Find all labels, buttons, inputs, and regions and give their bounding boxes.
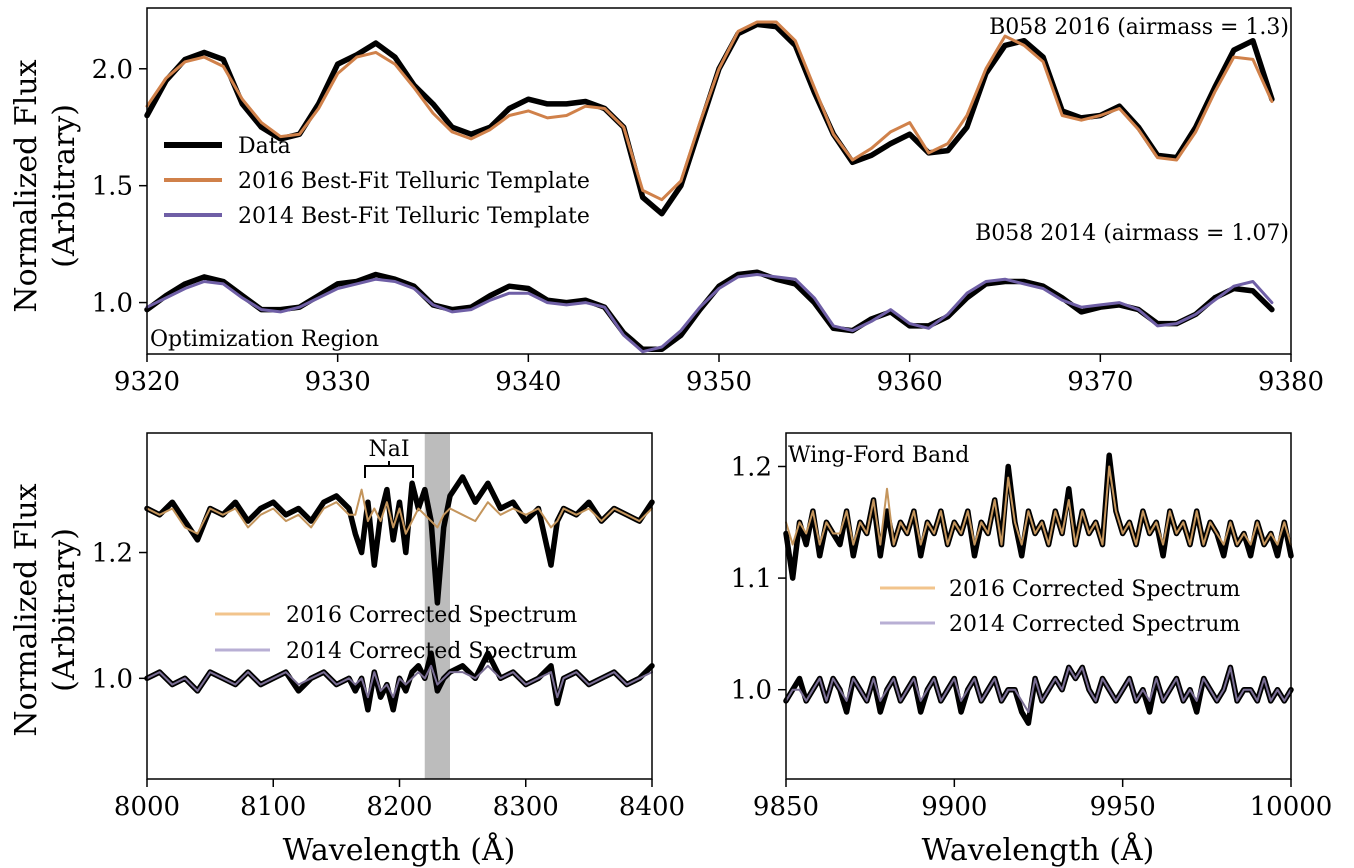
top-ticks: 9320 9330 9340 9350 9360 9370 9380 1.0 1.5 2.0 bbox=[92, 55, 1324, 397]
top-ytick-label-1.5: 1.5 bbox=[92, 172, 133, 202]
top-ylabel-line2: (Arbitrary) bbox=[47, 104, 82, 268]
top-series-lines bbox=[144, 20, 1275, 354]
bl-xtick-label-8400: 8400 bbox=[619, 792, 685, 822]
top-series-template-2016 bbox=[145, 20, 1274, 202]
bl-legend: 2016 Corrected Spectrum 2014 Corrected S… bbox=[215, 603, 577, 664]
bl-ylabel-line2: (Arbitrary) bbox=[47, 528, 82, 692]
br-xlabel: Wavelength (Å) bbox=[922, 832, 1155, 868]
bl-xtick-label-8200: 8200 bbox=[366, 792, 432, 822]
top-annot-2014: B058 2014 (airmass = 1.07) bbox=[975, 221, 1289, 246]
br-legend-label-2014: 2014 Corrected Spectrum bbox=[949, 612, 1240, 637]
br-series-corrected-2016 bbox=[785, 465, 1292, 546]
bl-ytick-label-1.2: 1.2 bbox=[92, 539, 133, 569]
br-legend: 2016 Corrected Spectrum 2014 Corrected S… bbox=[880, 577, 1240, 637]
top-xtick-label-9320: 9320 bbox=[114, 367, 180, 397]
br-ytick-label-1.1: 1.1 bbox=[731, 564, 772, 594]
top-ytick-label-1.0: 1.0 bbox=[92, 289, 133, 319]
br-series-data-2016 bbox=[783, 452, 1294, 581]
bl-shade-band bbox=[424, 433, 450, 779]
top-panel: 9320 9330 9340 9350 9360 9370 9380 1.0 1.5 2.0 B0… bbox=[9, 7, 1324, 397]
bl-legend-label-2016: 2016 Corrected Spectrum bbox=[286, 603, 577, 628]
br-xtick-label-9950: 9950 bbox=[1090, 792, 1156, 822]
nai-label: NaI bbox=[368, 437, 409, 462]
br-series-lines bbox=[783, 452, 1294, 726]
bottom-left-panel: 8000 8100 8200 8300 8400 1.0 1.2 NaI 2016 Corr… bbox=[9, 432, 685, 868]
bl-series-corrected-2016 bbox=[146, 488, 653, 535]
br-ytick-label-1.0: 1.0 bbox=[731, 676, 772, 706]
top-xtick-label-9340: 9340 bbox=[495, 367, 561, 397]
top-series-template-2014 bbox=[145, 273, 1274, 354]
bl-legend-label-2014: 2014 Corrected Spectrum bbox=[286, 639, 577, 664]
top-xtick-label-9380: 9380 bbox=[1258, 367, 1324, 397]
bl-ticks: 8000 8100 8200 8300 8400 1.0 1.2 bbox=[92, 539, 685, 822]
top-ytick-label-2.0: 2.0 bbox=[92, 55, 133, 85]
bl-ytick-label-1.0: 1.0 bbox=[92, 664, 133, 694]
nai-bracket bbox=[364, 461, 414, 478]
bl-series-data-2016 bbox=[144, 474, 655, 606]
top-xtick-label-9350: 9350 bbox=[686, 367, 752, 397]
nai-marker: NaI bbox=[364, 437, 414, 478]
top-xtick-label-9370: 9370 bbox=[1067, 367, 1133, 397]
br-ticks: 9850 9900 9950 10000 1.0 1.1 1.2 bbox=[731, 452, 1333, 822]
top-xtick-label-9360: 9360 bbox=[877, 367, 943, 397]
bl-xtick-label-8100: 8100 bbox=[240, 792, 306, 822]
br-plot-frame bbox=[785, 432, 1292, 780]
br-series-data-2014 bbox=[783, 664, 1294, 726]
bl-xtick-label-8000: 8000 bbox=[114, 792, 180, 822]
bl-series-corrected-2014 bbox=[146, 664, 653, 699]
top-legend: Data 2016 Best-Fit Telluric Template 201… bbox=[164, 134, 590, 229]
bl-shaded-region bbox=[424, 433, 450, 779]
bl-ylabel-line1: Normalized Flux bbox=[9, 483, 44, 736]
bl-series-lines bbox=[144, 474, 655, 713]
top-annot-2016: B058 2016 (airmass = 1.3) bbox=[989, 15, 1289, 40]
br-annot-band: Wing-Ford Band bbox=[788, 443, 969, 468]
br-xtick-label-9850: 9850 bbox=[753, 792, 819, 822]
br-ytick-label-1.2: 1.2 bbox=[731, 452, 772, 482]
br-series-corrected-2014 bbox=[785, 666, 1292, 713]
top-annot-region: Optimization Region bbox=[150, 327, 379, 352]
br-legend-label-2016: 2016 Corrected Spectrum bbox=[949, 577, 1240, 602]
top-ylabel-line1: Normalized Flux bbox=[9, 59, 44, 312]
bottom-right-panel: 9850 9900 9950 10000 1.0 1.1 1.2 Wing-Ford Ban… bbox=[731, 432, 1333, 868]
br-xtick-label-9900: 9900 bbox=[921, 792, 987, 822]
legend-label-template-2016: 2016 Best-Fit Telluric Template bbox=[238, 169, 590, 194]
br-xtick-label-10000: 10000 bbox=[1250, 792, 1333, 822]
bl-xlabel: Wavelength (Å) bbox=[283, 832, 516, 868]
bl-xtick-label-8300: 8300 bbox=[493, 792, 559, 822]
legend-label-data: Data bbox=[238, 134, 291, 159]
top-xtick-label-9330: 9330 bbox=[305, 367, 371, 397]
legend-label-template-2014: 2014 Best-Fit Telluric Template bbox=[238, 204, 590, 229]
